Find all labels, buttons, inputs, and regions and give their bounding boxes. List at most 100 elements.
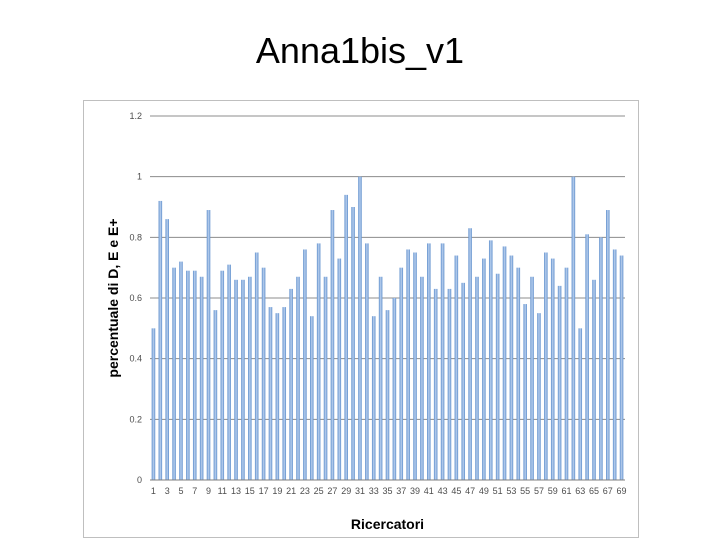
x-tick-label: 39 (410, 486, 420, 496)
bar-21 (289, 288, 293, 480)
bar-57 (537, 313, 541, 480)
bar-56 (530, 276, 534, 480)
bar-58 (544, 252, 548, 480)
bar-63 (578, 328, 583, 480)
bar-36 (392, 298, 397, 480)
x-tick-label: 29 (341, 486, 351, 496)
bar-23 (303, 249, 307, 480)
y-tick-label: 0.6 (129, 293, 142, 303)
x-tick-label: 69 (617, 486, 627, 496)
bar-5 (179, 261, 183, 480)
bar-47 (468, 228, 472, 480)
bar-28 (337, 258, 342, 480)
x-tick-labels: 1 3 5 7 9 11 13 15 17 19 21 23 25 27 29 31 33 35 37 39 41 43 4… (151, 486, 627, 496)
x-tick-label: 49 (479, 486, 489, 496)
bar-33 (371, 316, 376, 480)
bar-50 (488, 240, 493, 480)
x-tick-label: 1 (151, 486, 156, 496)
bar-49 (482, 258, 486, 480)
bar-43 (440, 243, 445, 480)
chart-frame: 0 0.2 0.4 0.6 0.8 1 1.2 1 3 5 7 9 11 13 15 17 19 21 23 25 2… (83, 100, 639, 538)
bar-19 (275, 313, 280, 480)
bar-55 (523, 304, 527, 480)
slide-title: Anna1bis_v1 (255, 30, 465, 71)
bar-48 (475, 276, 479, 480)
y-tick-label: 0.2 (129, 414, 142, 424)
bar-26 (323, 276, 328, 480)
bar-29 (344, 194, 348, 480)
x-tick-label: 3 (165, 486, 170, 496)
bar-17 (261, 267, 266, 480)
bar-8 (199, 276, 204, 480)
x-tick-label: 5 (178, 486, 183, 496)
x-tick-label: 33 (369, 486, 379, 496)
bar-37 (399, 267, 404, 480)
bar-32 (365, 243, 369, 480)
bar-59 (550, 258, 555, 480)
bar-44 (447, 288, 452, 480)
bar-41 (427, 243, 431, 480)
bar-38 (406, 249, 410, 480)
bar-40 (420, 276, 424, 480)
bar-65 (592, 279, 596, 480)
bar-2 (158, 200, 163, 480)
bar-11 (220, 270, 225, 480)
bar-66 (599, 237, 603, 480)
y-tick-label: 0.8 (129, 232, 142, 242)
x-tick-label: 13 (231, 486, 241, 496)
bar-27 (330, 210, 335, 480)
x-tick-label: 11 (218, 486, 227, 496)
x-tick-label: 53 (506, 486, 516, 496)
x-axis-title: Ricercatori (351, 516, 424, 532)
bar-4 (172, 267, 176, 480)
y-tick-label: 0 (137, 475, 142, 485)
x-tick-label: 51 (493, 486, 503, 496)
x-tick-label: 7 (192, 486, 197, 496)
bar-3 (165, 219, 169, 480)
bar-25 (316, 243, 321, 480)
x-tick-label: 21 (286, 486, 296, 496)
x-tick-label: 31 (355, 486, 365, 496)
y-tick-label: 0.4 (129, 354, 142, 364)
bar-46 (461, 282, 466, 480)
bar-22 (296, 276, 300, 480)
bar-16 (254, 252, 259, 480)
bars (151, 176, 624, 480)
bar-31 (358, 176, 362, 480)
y-axis-title: percentuale di D, E e E+ (105, 218, 121, 377)
x-tick-label: 65 (589, 486, 599, 496)
bar-67 (606, 210, 610, 480)
bar-15 (248, 276, 252, 480)
bar-42 (433, 288, 438, 480)
x-tick-label: 37 (396, 486, 406, 496)
bar-6 (186, 270, 190, 480)
bar-24 (309, 316, 314, 480)
y-tick-label: 1 (137, 172, 142, 182)
bar-12 (227, 264, 231, 480)
bar-53 (509, 255, 514, 480)
bar-20 (282, 307, 287, 480)
x-tick-label: 25 (314, 486, 324, 496)
x-tick-label: 61 (561, 486, 571, 496)
x-tick-label: 63 (575, 486, 585, 496)
bar-52 (502, 246, 507, 480)
bar-10 (213, 310, 218, 480)
y-tick-label: 1.2 (129, 111, 142, 121)
x-tick-label: 35 (382, 486, 392, 496)
x-tick-label: 67 (603, 486, 613, 496)
bar-68 (612, 249, 617, 480)
x-tick-label: 43 (438, 486, 448, 496)
bar-64 (585, 234, 589, 480)
y-tick-labels: 0 0.2 0.4 0.6 0.8 1 1.2 (129, 111, 142, 485)
x-tick-label: 27 (327, 486, 337, 496)
bar-30 (351, 207, 355, 480)
bar-35 (385, 310, 390, 480)
bar-39 (413, 252, 417, 480)
bar-14 (241, 279, 245, 480)
x-tick-label: 9 (206, 486, 211, 496)
x-tick-label: 47 (465, 486, 475, 496)
bar-7 (192, 270, 197, 480)
x-tick-label: 55 (520, 486, 530, 496)
bar-34 (378, 276, 383, 480)
bar-61 (564, 267, 569, 480)
